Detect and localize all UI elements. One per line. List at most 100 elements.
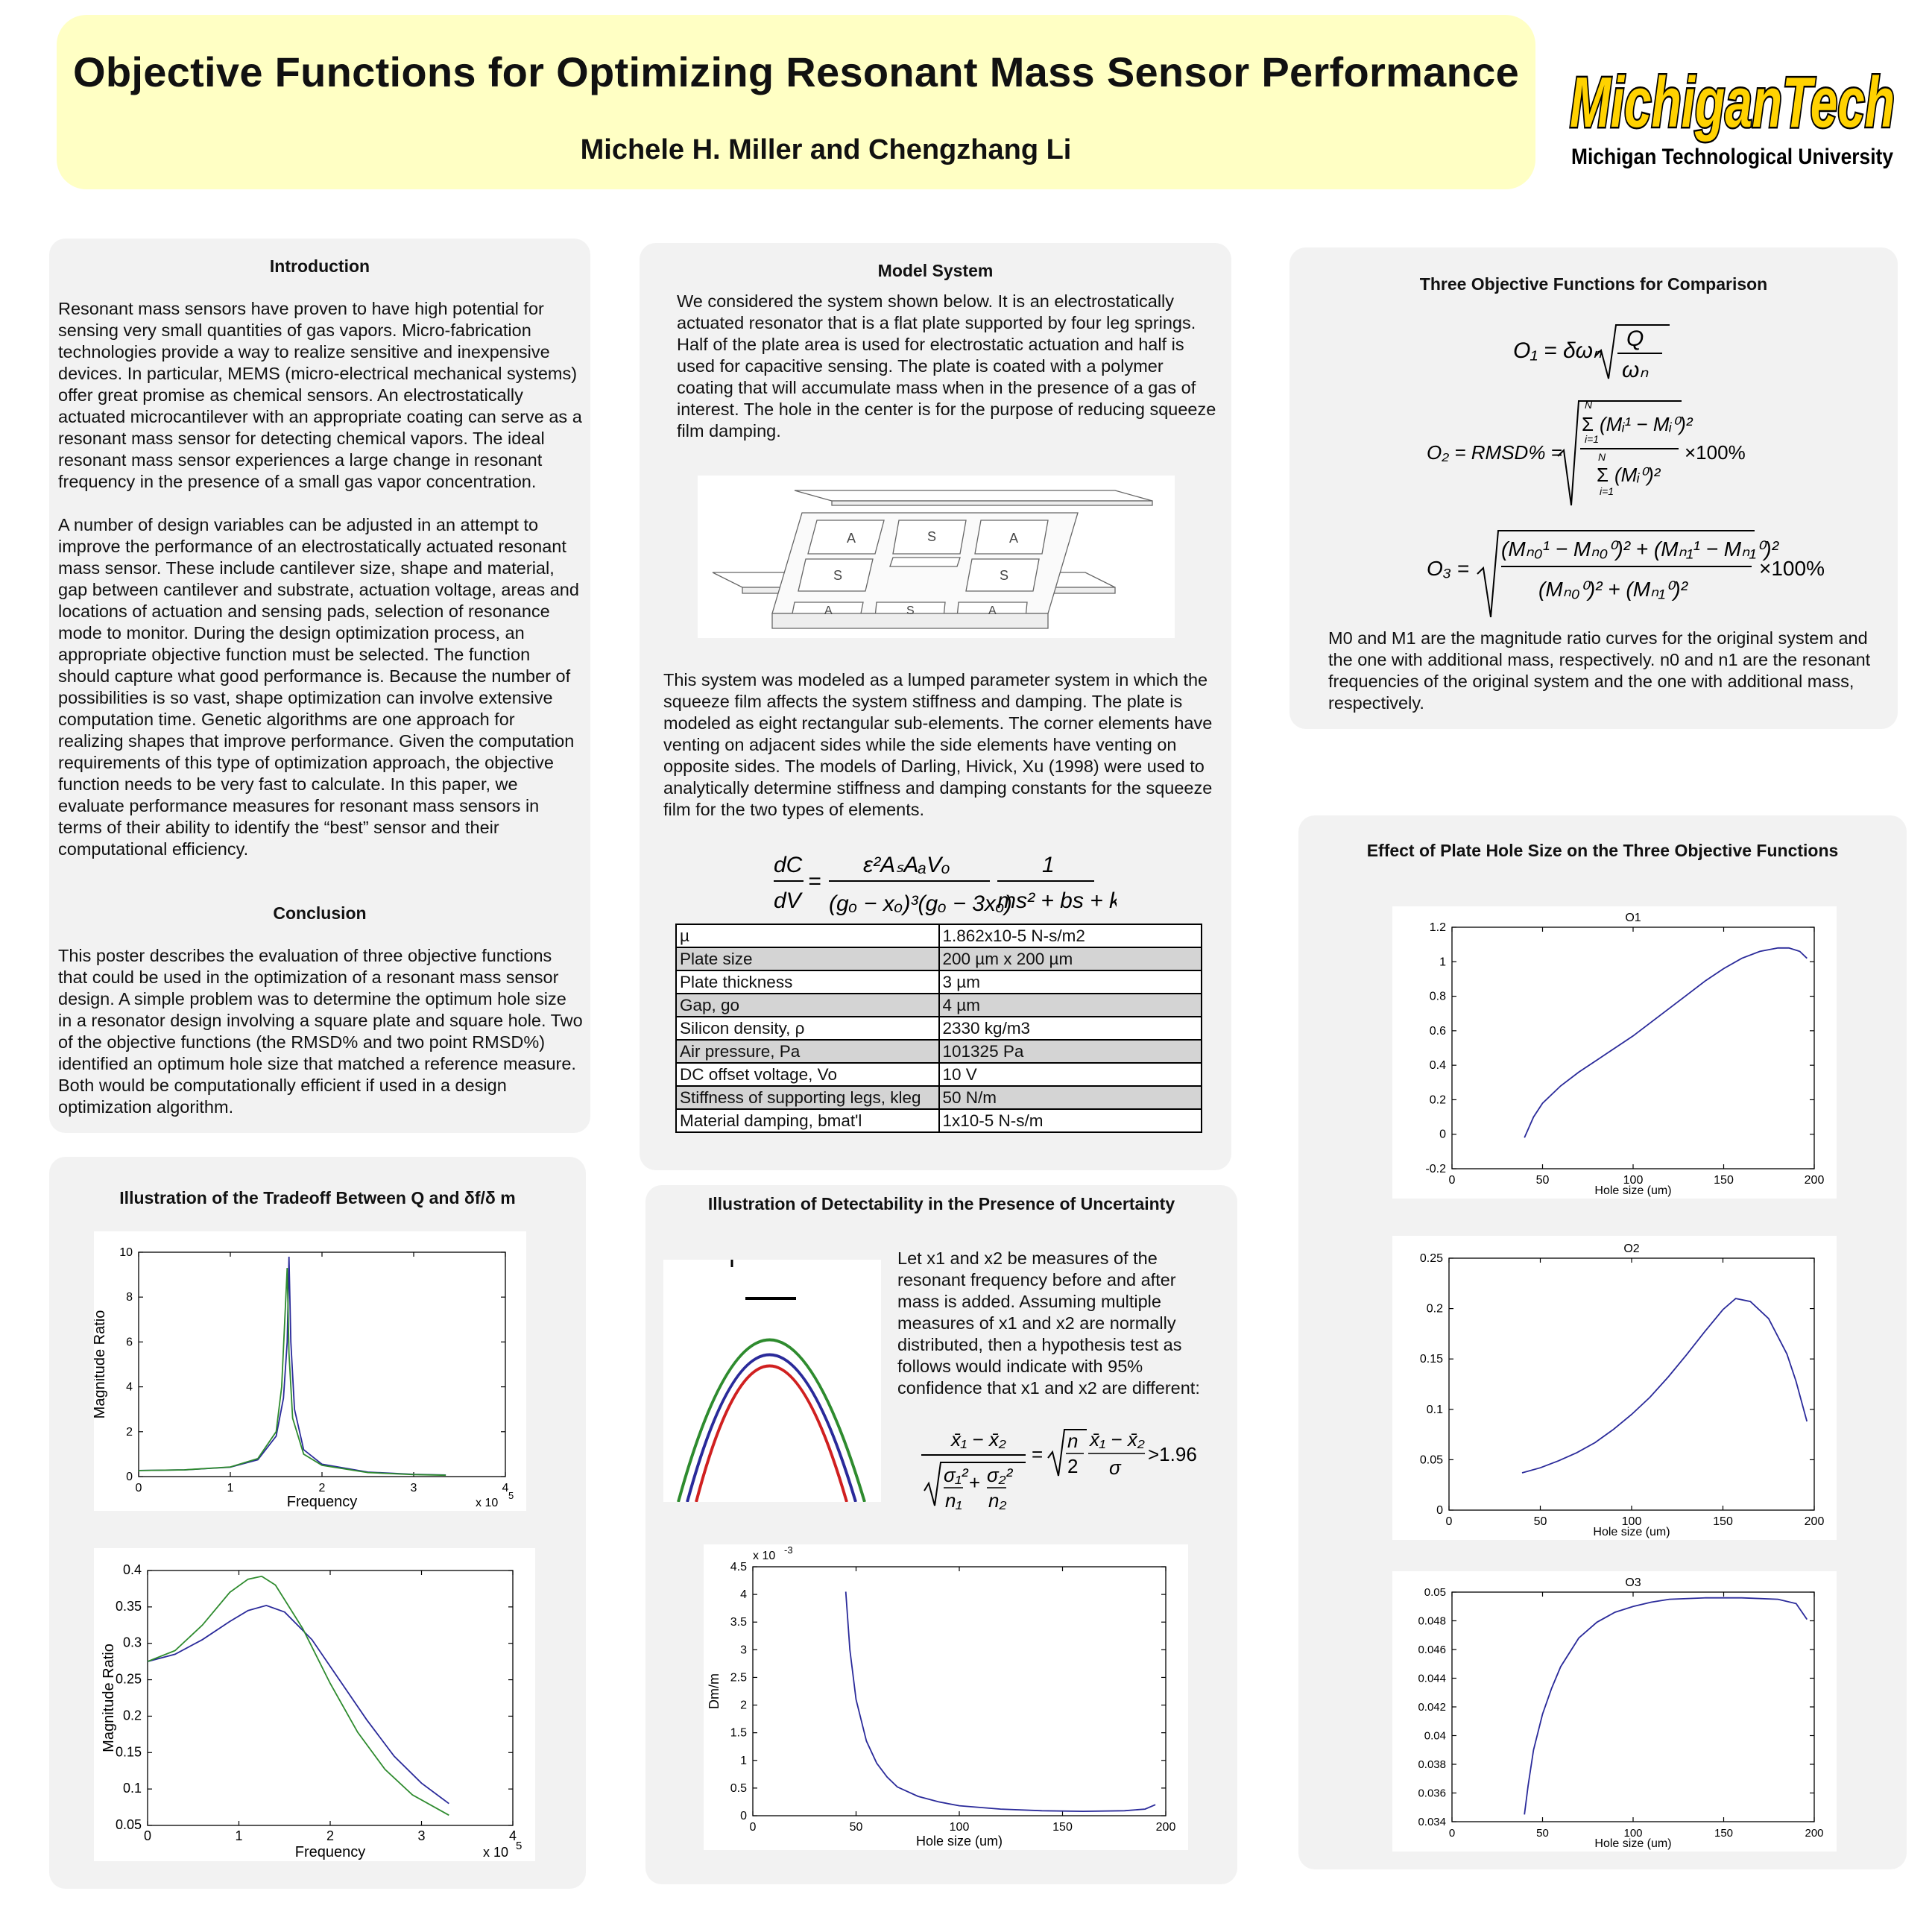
y-tick-label: 0.034: [1418, 1816, 1446, 1828]
conclusion-paragraph: This poster describes the evaluation of …: [58, 946, 583, 1117]
param-row: Plate size 200 µm x 200 µm: [675, 947, 1202, 971]
x-tick-label: 0: [1446, 1515, 1453, 1528]
magnitude-peak-plot: 0 1 2 3 4 0 2 4 6 8 10 Frequency Magnitude Ratio x 10…: [92, 1231, 526, 1511]
x-tick-label: 0: [1449, 1827, 1455, 1840]
y-tick-label: 0.8: [1430, 991, 1446, 1003]
y-tick-label: 0.15: [116, 1744, 142, 1759]
detect-heading: Illustration of Detectability in the Pre…: [707, 1194, 1175, 1213]
o1-plot: 0 50 100 150 200 -0.2 0 0.2 0.4 0.6 0.8 1 1.2 O1 Hole …: [1392, 906, 1837, 1199]
param-name: Gap, go: [675, 993, 940, 1017]
objectives-heading: Three Objective Functions for Comparison: [1419, 274, 1768, 294]
plot-frame: [147, 1570, 514, 1826]
conclusion-heading: Conclusion: [273, 903, 367, 923]
pad-label-a1: A: [847, 531, 856, 546]
y-tick-label: 0: [1439, 1128, 1446, 1141]
svg-text:2: 2: [1067, 1455, 1078, 1477]
y-axis-label: Dm/m: [707, 1673, 722, 1709]
svg-text:ms² + bs + k: ms² + bs + k: [997, 888, 1117, 913]
svg-text:(Mᵢ¹ − Mᵢ⁰)²: (Mᵢ¹ − Mᵢ⁰)²: [1600, 413, 1693, 435]
x-tick-label: 200: [1805, 1174, 1825, 1187]
x-axis-label: Frequency: [295, 1844, 366, 1860]
x-axis-exponent: 5: [508, 1490, 514, 1501]
svg-text:i=1: i=1: [1600, 485, 1614, 497]
svg-text:×100%: ×100%: [1685, 441, 1746, 464]
o2-plot: 0 50 100 150 200 0 0.05 0.1 0.15 0.2 0.25 O2 Hole si…: [1392, 1236, 1837, 1540]
y-tick-label: 0.1: [123, 1781, 142, 1796]
x-tick-label: 100: [1623, 1174, 1644, 1187]
svg-text:(Mₙ₀⁰)² + (Mₙ₁⁰)²: (Mₙ₀⁰)² + (Mₙ₁⁰)²: [1538, 578, 1689, 601]
svg-text:dV: dV: [774, 888, 804, 913]
intro-panel: Introduction Resonant mass sensors have …: [49, 239, 590, 1133]
tradeoff-panel: Illustration of the Tradeoff Between Q a…: [49, 1157, 586, 1889]
y-tick-label: 0.04: [1424, 1730, 1446, 1743]
poster-title: Objective Functions for Optimizing Reson…: [72, 48, 1520, 95]
model-heading: Model System: [877, 261, 994, 280]
pad-label-a2: A: [1009, 531, 1018, 546]
y-tick-label: 0.15: [1420, 1353, 1443, 1366]
svg-text:>1.96: >1.96: [1148, 1443, 1197, 1465]
svg-text:σ₁²: σ₁²: [944, 1464, 969, 1486]
hypothesis-test-equation: x̄₁ − x̄₂ σ₁² + σ₂² n₁ n₂ = n 2 x̄₁ − x̄₂ σ…: [921, 1424, 1205, 1513]
y-tick-label: 0.036: [1418, 1787, 1446, 1800]
param-name: DC offset voltage, Vo: [675, 1062, 940, 1087]
y-tick-label: 0.05: [116, 1817, 142, 1832]
y-tick-label: 0.05: [1424, 1586, 1446, 1599]
param-value: 4 µm: [938, 993, 1202, 1017]
plot-frame: [138, 1251, 506, 1477]
series-line-2: [138, 1268, 446, 1477]
magnitude-damped-plot: 0 1 2 3 4 0.05 0.1 0.15 0.2 0.25 0.3 0.35 0.4 Frequen…: [94, 1548, 535, 1861]
chart-title: O3: [1625, 1576, 1641, 1589]
detect-text: Let x1 and x2 be measures of the resonan…: [897, 1248, 1200, 1398]
series-line-2: [147, 1575, 449, 1816]
y-tick-label: 0: [126, 1471, 133, 1483]
svg-text:×100%: ×100%: [1759, 557, 1825, 580]
svg-text:ωₙ: ωₙ: [1622, 358, 1649, 382]
y-tick-label: 3.5: [730, 1616, 747, 1629]
x-tick-label: 200: [1805, 1827, 1823, 1840]
x-tick-label: 1: [227, 1482, 234, 1494]
param-row: Plate thickness 3 µm: [675, 970, 1202, 994]
param-row: Gap, go 4 µm: [675, 993, 1202, 1017]
param-name: Material damping, bmat'l: [675, 1108, 940, 1133]
plot-frame: [1451, 926, 1815, 1169]
svg-text:n₁: n₁: [945, 1489, 962, 1512]
param-value: 3 µm: [938, 970, 1202, 994]
param-name: Plate size: [675, 947, 940, 971]
x-axis-label: Hole size (um): [1594, 1837, 1671, 1850]
svg-text:1: 1: [1042, 853, 1055, 877]
x-tick-label: 100: [1623, 1827, 1642, 1840]
y-tick-label: 0.2: [1430, 1093, 1446, 1106]
chart-title: O1: [1625, 912, 1641, 924]
detect-panel: Illustration of Detectability in the Pre…: [645, 1185, 1237, 1884]
x-tick-label: 50: [1534, 1515, 1547, 1528]
svg-text:Σ: Σ: [1597, 464, 1609, 486]
chart-title: O2: [1623, 1243, 1639, 1255]
y-tick-label: 8: [126, 1291, 133, 1304]
y-tick-label: 0.044: [1418, 1673, 1446, 1685]
svg-text:(gₒ − xₒ)³(gₒ − 3xₒ): (gₒ − xₒ)³(gₒ − 3xₒ): [829, 891, 1012, 916]
x-tick-label: 100: [1622, 1515, 1642, 1528]
x-tick-label: 150: [1713, 1515, 1733, 1528]
y-tick-label: 0.4: [123, 1562, 142, 1577]
pad-label-s3: S: [1000, 568, 1008, 583]
x-axis-label: Hole size (um): [1593, 1526, 1670, 1538]
x-tick-label: 50: [1536, 1174, 1550, 1187]
y-tick-label: 0.25: [116, 1672, 142, 1687]
y-tick-label: 0.4: [1430, 1059, 1446, 1072]
x-tick-label: 50: [1536, 1827, 1549, 1840]
x-tick-label: 50: [850, 1821, 863, 1834]
intro-body: Resonant mass sensors have proven to hav…: [58, 298, 584, 882]
objectives-note: M0 and M1 are the magnitude ratio curves…: [1328, 628, 1871, 713]
x-axis-multiplier: x 10: [476, 1497, 498, 1509]
param-value: 50 N/m: [938, 1085, 1202, 1110]
x-tick-label: 0: [136, 1482, 142, 1494]
svg-text:N: N: [1585, 399, 1593, 411]
x-tick-label: 200: [1156, 1821, 1176, 1834]
y-tick-label: 0.2: [123, 1708, 142, 1723]
y-tick-label: 4: [126, 1381, 133, 1394]
y-tick-label: 1: [1439, 956, 1446, 968]
x-tick-label: 3: [411, 1482, 417, 1494]
y-tick-label: 1: [740, 1755, 747, 1767]
x-tick-label: 4: [502, 1482, 509, 1494]
hole-effect-heading: Effect of Plate Hole Size on the Three O…: [1366, 841, 1839, 860]
